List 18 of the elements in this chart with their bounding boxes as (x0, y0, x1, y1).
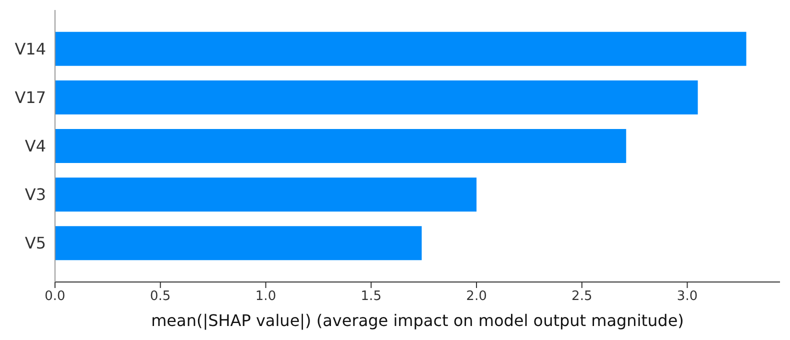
x-tick-label: 3.0 (676, 289, 698, 304)
x-tick-label: 0.5 (150, 289, 171, 304)
y-tick-label: V14 (14, 39, 46, 58)
x-tick-label: 1.5 (360, 289, 382, 304)
bar (55, 32, 746, 66)
bar (55, 129, 626, 163)
x-tick-label: 0.0 (44, 289, 66, 304)
y-tick-label: V4 (24, 136, 46, 156)
y-tick-label: V17 (14, 88, 46, 108)
y-tick-label: V5 (24, 234, 46, 253)
y-tick-label: V3 (24, 185, 46, 204)
x-axis-title: mean(|SHAP value|) (average impact on model output magnitude) (151, 311, 684, 330)
bar (55, 178, 477, 212)
x-tick-label: 2.0 (466, 289, 487, 304)
x-tick-label: 2.5 (572, 289, 592, 304)
bar (55, 226, 422, 260)
bar (55, 80, 698, 114)
x-tick-label: 1.0 (255, 289, 276, 304)
